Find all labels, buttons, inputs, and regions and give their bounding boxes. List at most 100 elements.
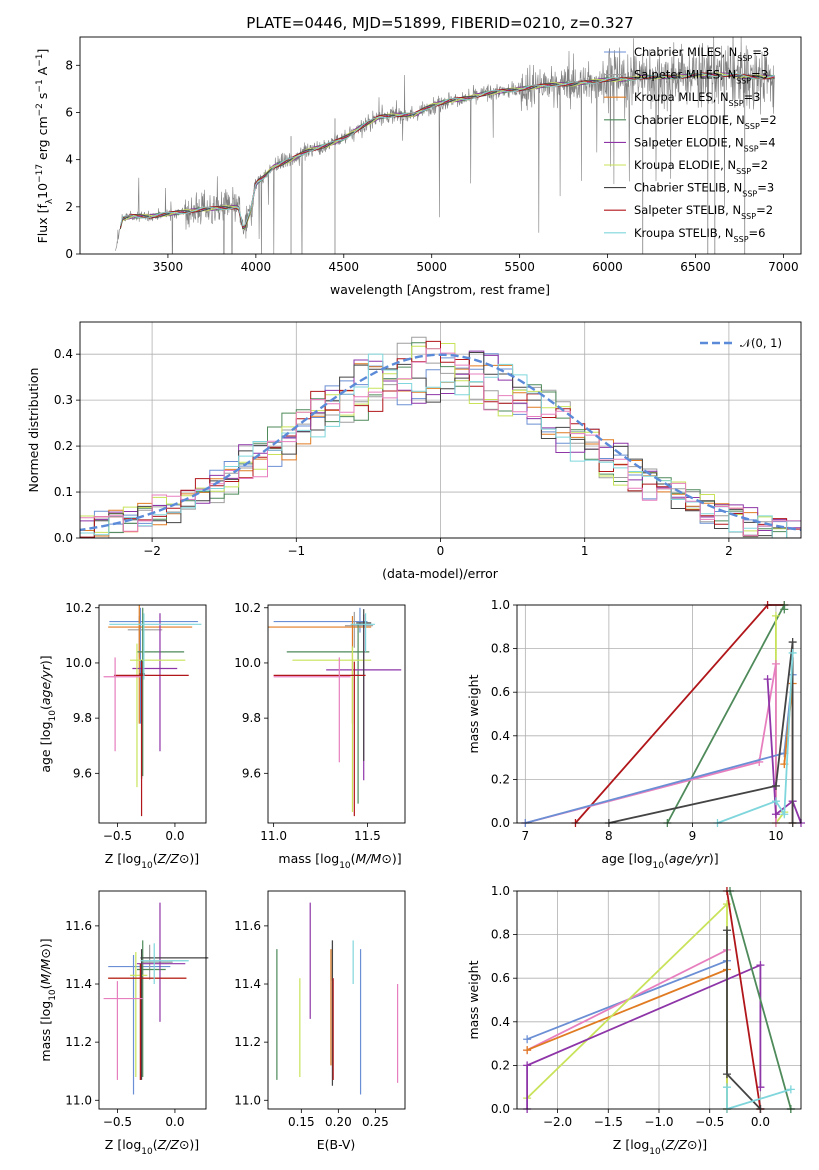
series-marker	[771, 781, 780, 790]
x-tick-label: 0.25	[362, 1115, 389, 1129]
x-tick-label: 9	[689, 829, 697, 843]
age-vs-mass-x-label: mass [log10(M/M⊙)]	[278, 851, 401, 871]
series-marker	[788, 638, 797, 647]
x-tick-label: 8	[605, 829, 613, 843]
weight-vs-age-y-label: mass weight	[466, 674, 481, 753]
y-tick-label: 0	[65, 247, 73, 261]
spectrum-x-label: wavelength [Angstrom, rest frame]	[330, 282, 550, 297]
weight_vs_age-series	[521, 601, 805, 827]
y-tick-label: 9.6	[73, 766, 92, 780]
x-tick-label: 2	[725, 544, 733, 558]
series-line	[717, 652, 794, 824]
x-tick-label: −0.5	[103, 829, 132, 843]
series-marker	[722, 926, 731, 935]
legend-entry: Chabrier STELIB, NSSP=3	[634, 181, 774, 199]
y-tick-label: 9.8	[73, 711, 92, 725]
age-vs-Z-y-label: age [log10(age/yr)]	[38, 655, 58, 772]
age_vs_Z-axes: −0.5 0.0 9.6 9.8 10.0 10.2	[65, 601, 184, 843]
x-tick-label: 0	[437, 544, 445, 558]
y-tick-label: 0.0	[491, 816, 510, 830]
y-tick-label: 11.2	[234, 1035, 261, 1049]
age_vs_mass-errorbars	[268, 607, 402, 817]
x-tick-label: 5500	[504, 260, 535, 274]
y-tick-label: 0.6	[491, 971, 510, 985]
series-line	[608, 641, 794, 824]
series-marker	[788, 648, 797, 657]
x-tick-label: 0.0	[751, 1115, 770, 1129]
y-tick-label: 11.0	[65, 1093, 92, 1107]
y-tick-label: 9.8	[242, 711, 261, 725]
series-marker	[771, 659, 780, 668]
figure-title: PLATE=0446, MJD=51899, FIBERID=0210, z=0…	[246, 14, 633, 32]
spectrum-legend: Chabrier MILES, NSSP=3 Salpeter MILES, NS…	[604, 45, 777, 243]
y-tick-label: 11.4	[65, 977, 92, 991]
x-tick-label: −0.5	[695, 1115, 724, 1129]
x-tick-label: 0.0	[165, 1115, 184, 1129]
gaussian-curve	[80, 353, 801, 532]
y-tick-label: 0.0	[54, 531, 73, 545]
series-marker	[780, 605, 789, 614]
y-tick-label: 4	[65, 153, 73, 167]
legend-entry: Salpeter STELIB, NSSP=2	[634, 203, 773, 221]
residuals-axes: −2 −1 0 1 2 0.0 0.1 0.2 0.3 0.4	[54, 322, 801, 558]
residual-histogram-1	[80, 336, 801, 538]
weight_vs_age-axes: 7 8 9 10 0.0 0.2 0.4 0.6 0.8 1.0	[491, 598, 801, 843]
y-tick-label: 11.6	[234, 919, 261, 933]
y-tick-label: 0.6	[491, 685, 510, 699]
mass-vs-Z-x-label: Z [log10(Z/Z⊙)]	[105, 1137, 199, 1157]
series-marker	[771, 810, 780, 819]
legend-entry: Chabrier MILES, NSSP=3	[634, 45, 769, 63]
y-tick-label: 10.2	[65, 601, 92, 615]
x-tick-label: 6500	[680, 260, 711, 274]
y-tick-label: 0.4	[54, 347, 73, 361]
residuals-x-label: (data-model)/error	[382, 566, 499, 581]
legend-entry: Kroupa STELIB, NSSP=6	[634, 226, 765, 244]
x-tick-label: 6000	[592, 260, 623, 274]
mass-vs-Z-y-label: mass [log10(M/M⊙)]	[38, 938, 58, 1061]
y-tick-label: 11.6	[65, 919, 92, 933]
y-tick-label: 0.8	[491, 642, 510, 656]
mass_vs_Z-axes: −0.5 0.0 11.0 11.2 11.4 11.6	[65, 919, 184, 1129]
weight-vs-Z-x-label: Z [log10(Z/Z⊙)]	[613, 1137, 707, 1157]
series-marker	[771, 797, 780, 806]
y-tick-label: 0.2	[54, 439, 73, 453]
mass_vs_EBV-errorbars	[276, 902, 399, 1095]
residuals-y-label: Normed distribution	[26, 368, 41, 493]
y-tick-label: 0.4	[491, 1015, 510, 1029]
y-tick-label: 0.1	[54, 485, 73, 499]
y-tick-label: 8	[65, 58, 73, 72]
series-line	[525, 674, 794, 824]
mass_vs_EBV-axes: 0.15 0.20 0.25 11.0 11.2 11.4 11.6	[234, 919, 388, 1129]
weight-vs-Z-y-label: mass weight	[466, 960, 481, 1039]
legend-entry: 𝒩(0, 1)	[740, 336, 782, 350]
spectrum-axes: 3500 4000 4500 5000 5500 6000 6500 7000 0 2 4 6 8	[65, 58, 798, 274]
residual-histogram-9	[80, 348, 801, 538]
series-line	[526, 963, 762, 1109]
y-tick-label: 0.2	[491, 772, 510, 786]
mass_vs_EBV-frame	[267, 890, 406, 1110]
age_vs_mass-frame	[267, 604, 406, 824]
x-tick-label: 11.5	[354, 829, 381, 843]
y-tick-label: 0.8	[491, 928, 510, 942]
series-marker	[523, 1061, 532, 1070]
x-tick-label: 11.0	[260, 829, 287, 843]
y-tick-label: 0.2	[491, 1058, 510, 1072]
series-line	[526, 948, 728, 1109]
series-marker	[771, 611, 780, 620]
legend-entry: Chabrier ELODIE, NSSP=2	[634, 113, 777, 131]
weight_vs_Z-frame	[516, 890, 802, 1110]
x-tick-label: 4500	[329, 260, 360, 274]
legend-entry: Kroupa MILES, NSSP=3	[634, 90, 760, 108]
x-tick-label: 0.0	[165, 829, 184, 843]
x-tick-label: −2.0	[543, 1115, 572, 1129]
series-marker	[722, 1083, 731, 1092]
y-tick-label: 11.2	[65, 1035, 92, 1049]
series-marker	[756, 961, 765, 970]
age_vs_mass-axes: 11.0 11.5 9.6 9.8 10.0 10.2	[234, 601, 381, 843]
y-tick-label: 6	[65, 105, 73, 119]
mass_vs_Z-frame	[98, 890, 207, 1110]
legend-entry: Salpeter MILES, NSSP=3	[634, 68, 768, 86]
y-tick-label: 10.2	[234, 601, 261, 615]
x-tick-label: 1	[581, 544, 589, 558]
